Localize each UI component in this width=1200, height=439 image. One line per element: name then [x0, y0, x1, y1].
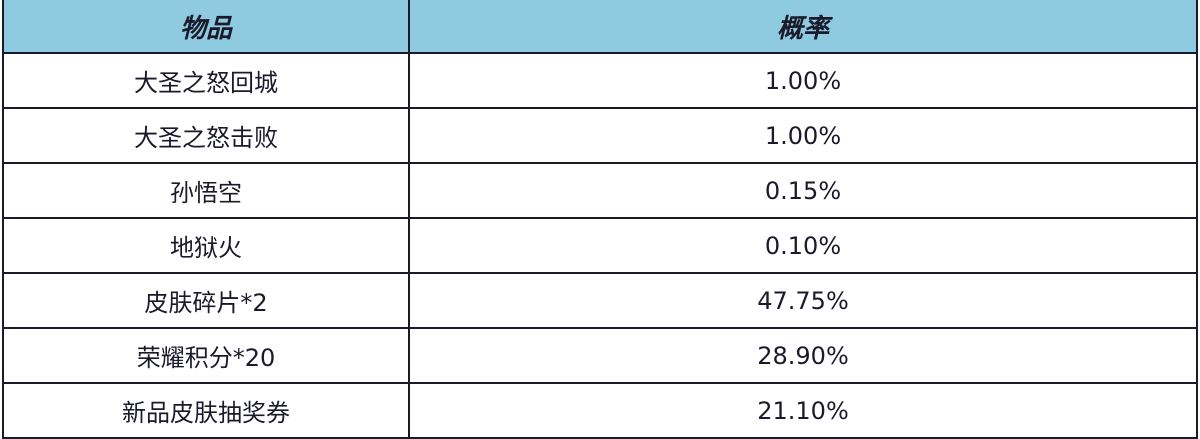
item-cell: 皮肤碎片*2	[2, 272, 410, 329]
header-item: 物品	[2, 0, 410, 54]
item-cell: 地狱火	[2, 217, 410, 274]
item-cell: 孙悟空	[2, 162, 410, 219]
item-cell: 新品皮肤抽奖券	[2, 382, 410, 439]
probability-cell: 21.10%	[408, 382, 1198, 439]
probability-cell: 0.10%	[408, 217, 1198, 274]
table-header: 物品 概率	[2, 0, 1198, 54]
table-row: 地狱火 0.10%	[2, 217, 1198, 274]
table-row: 大圣之怒回城 1.00%	[2, 52, 1198, 109]
table-row: 孙悟空 0.15%	[2, 162, 1198, 219]
table-row: 大圣之怒击败 1.00%	[2, 107, 1198, 164]
item-cell: 荣耀积分*20	[2, 327, 410, 384]
probability-cell: 47.75%	[408, 272, 1198, 329]
table-row: 皮肤碎片*2 47.75%	[2, 272, 1198, 329]
probability-cell: 0.15%	[408, 162, 1198, 219]
table-row: 荣耀积分*20 28.90%	[2, 327, 1198, 384]
header-probability: 概率	[408, 0, 1198, 54]
probability-cell: 28.90%	[408, 327, 1198, 384]
item-cell: 大圣之怒击败	[2, 107, 410, 164]
item-cell: 大圣之怒回城	[2, 52, 410, 109]
probability-cell: 1.00%	[408, 107, 1198, 164]
probability-cell: 1.00%	[408, 52, 1198, 109]
table-row: 新品皮肤抽奖券 21.10%	[2, 382, 1198, 439]
